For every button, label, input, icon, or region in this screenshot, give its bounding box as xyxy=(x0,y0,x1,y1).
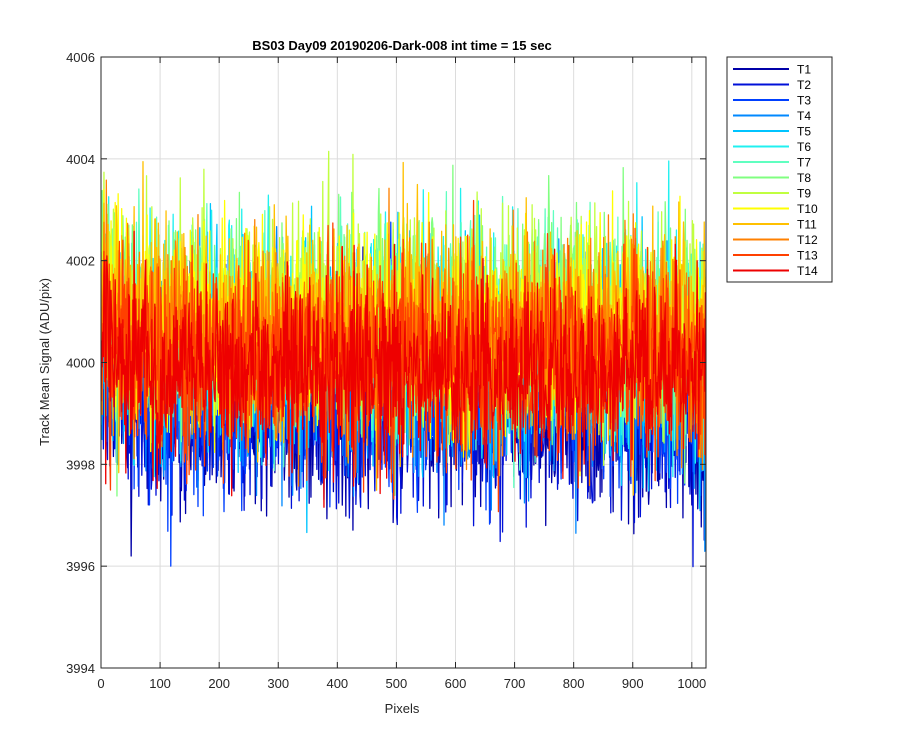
series-line-t14 xyxy=(101,230,706,508)
x-tick-label: 200 xyxy=(208,676,230,691)
y-tick-label: 3994 xyxy=(66,661,95,676)
x-tick-label: 700 xyxy=(504,676,526,691)
y-tick-label: 4002 xyxy=(66,254,95,269)
y-tick-label: 3996 xyxy=(66,559,95,574)
y-tick-label: 4000 xyxy=(66,356,95,371)
chart-title: BS03 Day09 20190206-Dark-008 int time = … xyxy=(252,38,552,53)
legend-label-t6: T6 xyxy=(797,140,811,154)
legend-label-t4: T4 xyxy=(797,109,811,123)
axis-ticks: 0 100 200 300 400 500 600 700 800 900 1000 3994 3996… xyxy=(66,50,706,691)
legend-label-t11: T11 xyxy=(797,218,817,232)
x-tick-label: 900 xyxy=(622,676,644,691)
data-traces xyxy=(101,150,706,568)
legend-label-t2: T2 xyxy=(797,78,811,92)
x-tick-label: 100 xyxy=(149,676,171,691)
legend-label-t14: T14 xyxy=(797,264,818,278)
legend-label-t9: T9 xyxy=(797,187,811,201)
legend-label-t13: T13 xyxy=(797,249,818,263)
x-axis-label: Pixels xyxy=(385,701,420,716)
x-tick-label: 400 xyxy=(326,676,348,691)
y-tick-label: 4006 xyxy=(66,50,95,65)
x-tick-label: 800 xyxy=(563,676,585,691)
legend-label-t10: T10 xyxy=(797,202,818,216)
plot-area: 0 100 200 300 400 500 600 700 800 900 1000 3994 3996… xyxy=(66,50,707,691)
y-tick-label: 4004 xyxy=(66,152,95,167)
legend-label-t12: T12 xyxy=(797,233,818,247)
legend-label-t8: T8 xyxy=(797,171,811,185)
x-tick-label: 600 xyxy=(445,676,467,691)
legend-label-t1: T1 xyxy=(797,63,811,77)
legend-label-t5: T5 xyxy=(797,125,811,139)
y-axis-label: Track Mean Signal (ADU/pix) xyxy=(37,278,52,446)
x-tick-label: 300 xyxy=(267,676,289,691)
legend-box xyxy=(726,56,833,283)
legend-label-t7: T7 xyxy=(797,156,811,170)
x-tick-label: 1000 xyxy=(677,676,706,691)
x-tick-label: 500 xyxy=(386,676,408,691)
y-tick-label: 3998 xyxy=(66,457,95,472)
x-tick-label: 0 xyxy=(97,676,104,691)
legend-label-t3: T3 xyxy=(797,94,811,108)
